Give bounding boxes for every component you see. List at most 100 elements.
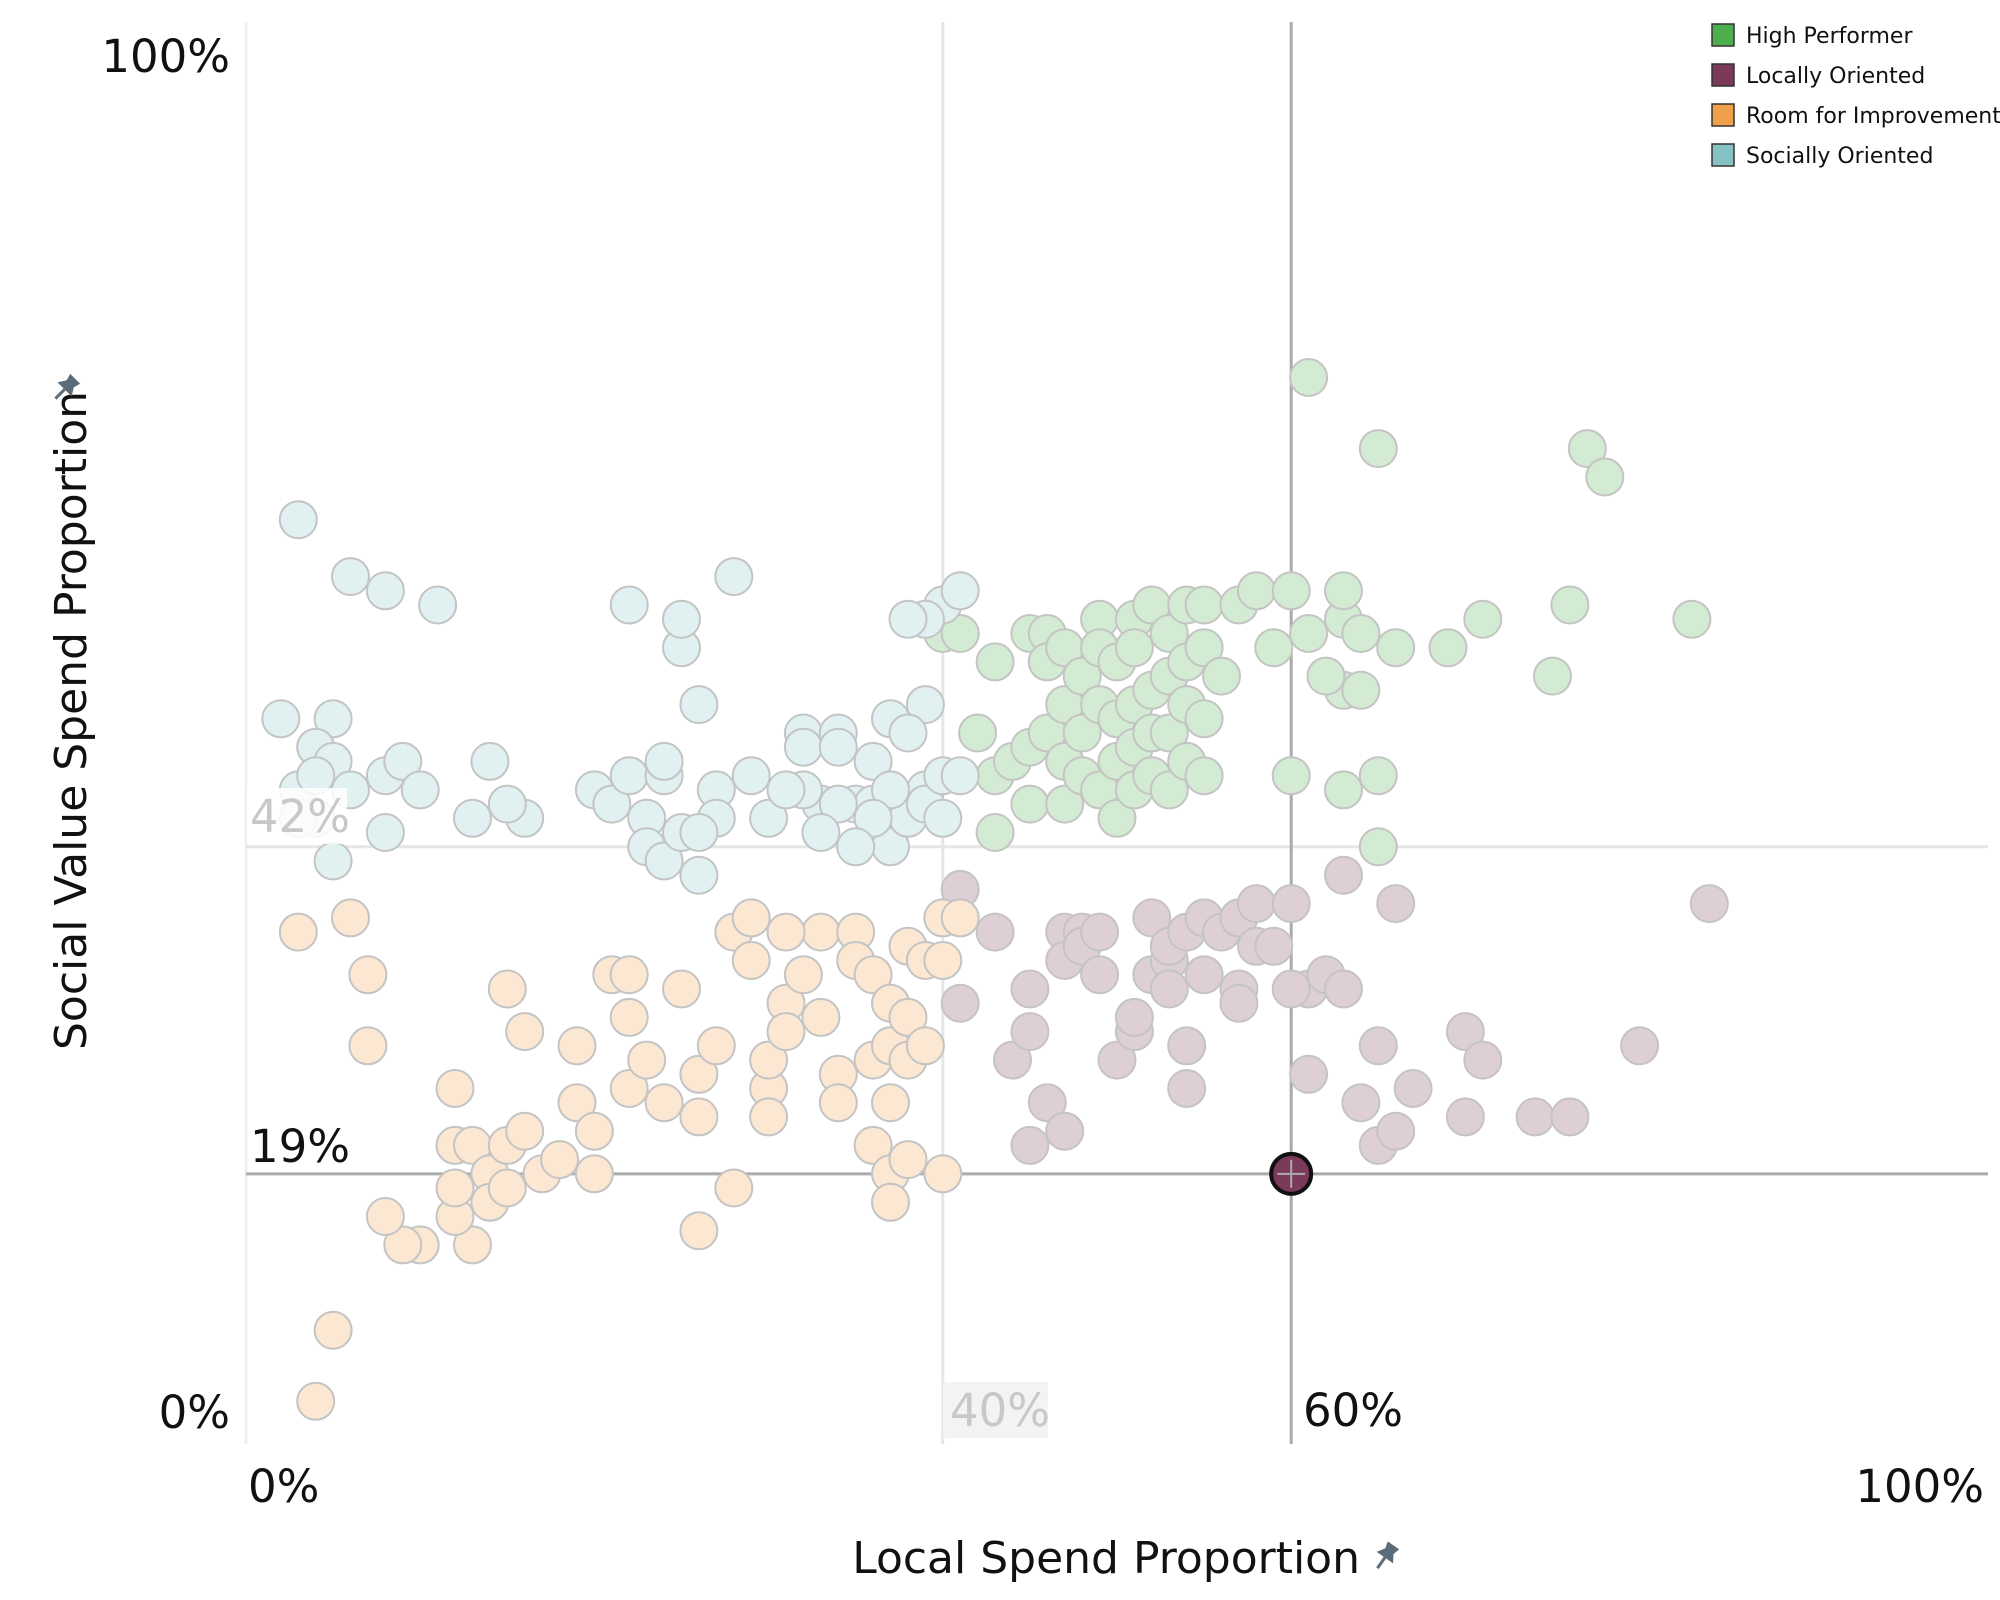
point-high-performer-56[interactable] <box>1289 358 1329 397</box>
point-high-performer-71[interactable] <box>1585 457 1625 497</box>
point-socially-oriented-60[interactable] <box>731 756 771 796</box>
point-high-performer-49[interactable] <box>1202 656 1241 696</box>
point-socially-oriented-26[interactable] <box>679 855 719 895</box>
point-room-for-improvement-66[interactable] <box>383 1225 423 1265</box>
point-high-performer-47[interactable] <box>1184 699 1224 739</box>
point-locally-oriented-54[interactable] <box>1324 855 1363 895</box>
point-locally-oriented-2[interactable] <box>975 912 1015 952</box>
point-socially-oriented-52[interactable] <box>871 770 910 810</box>
point-locally-oriented-4[interactable] <box>1010 969 1050 1009</box>
point-locally-oriented-40[interactable] <box>1376 884 1416 924</box>
point-socially-oriented-59[interactable] <box>679 685 719 725</box>
point-high-performer-39[interactable] <box>1149 713 1189 753</box>
point-socially-oriented-29[interactable] <box>749 798 789 838</box>
point-room-for-improvement-17[interactable] <box>557 1026 597 1066</box>
point-locally-oriented-11[interactable] <box>1080 912 1120 952</box>
point-locally-oriented-24[interactable] <box>1184 955 1224 995</box>
point-room-for-improvement-29[interactable] <box>696 1026 736 1066</box>
point-room-for-improvement-35[interactable] <box>766 1012 806 1052</box>
point-high-performer-55[interactable] <box>1289 614 1329 653</box>
point-room-for-improvement-12[interactable] <box>505 1012 545 1052</box>
point-high-performer-60[interactable] <box>1324 770 1363 810</box>
point-locally-oriented-31[interactable] <box>1254 926 1294 966</box>
point-room-for-improvement-4[interactable] <box>435 1069 475 1108</box>
point-locally-oriented-52[interactable] <box>1271 969 1311 1009</box>
point-socially-oriented-67[interactable] <box>470 741 510 781</box>
point-locally-oriented-53[interactable] <box>1376 1111 1416 1151</box>
point-locally-oriented-45[interactable] <box>1515 1097 1555 1137</box>
point-socially-oriented-70[interactable] <box>418 585 458 625</box>
point-locally-oriented-47[interactable] <box>1620 1026 1660 1066</box>
point-high-performer-5[interactable] <box>975 813 1015 852</box>
point-room-for-improvement-24[interactable] <box>627 1040 667 1080</box>
point-socially-oriented-63[interactable] <box>644 841 684 881</box>
legend-item-room-for-improvement[interactable]: Room for Improvement <box>1711 103 2000 129</box>
point-high-performer-62[interactable] <box>1341 670 1381 710</box>
legend-item-locally-oriented[interactable]: Locally Oriented <box>1711 63 1925 89</box>
point-room-for-improvement-26[interactable] <box>662 969 701 1009</box>
point-high-performer-66[interactable] <box>1376 628 1416 668</box>
point-high-performer-67[interactable] <box>1428 628 1468 668</box>
x-axis-pin-icon[interactable] <box>1369 1540 1401 1574</box>
point-high-performer-73[interactable] <box>1550 585 1590 625</box>
point-socially-oriented-46[interactable] <box>940 756 980 796</box>
point-socially-oriented-51[interactable] <box>888 713 928 753</box>
point-socially-oriented-45[interactable] <box>923 798 963 838</box>
point-room-for-improvement-63[interactable] <box>453 1225 492 1265</box>
point-high-performer-72[interactable] <box>1672 599 1712 639</box>
point-room-for-improvement-68[interactable] <box>313 1310 353 1350</box>
point-room-for-improvement-47[interactable] <box>871 1083 910 1123</box>
point-socially-oriented-34[interactable] <box>818 727 858 767</box>
point-high-performer-45[interactable] <box>1184 585 1224 625</box>
point-locally-oriented-38[interactable] <box>1358 1026 1398 1066</box>
point-room-for-improvement-40[interactable] <box>818 1083 858 1123</box>
point-room-for-improvement-1[interactable] <box>331 898 370 938</box>
point-room-for-improvement-27[interactable] <box>679 1054 719 1094</box>
point-room-for-improvement-11[interactable] <box>487 969 527 1009</box>
point-high-performer-70[interactable] <box>1567 429 1607 469</box>
point-socially-oriented-2[interactable] <box>365 571 405 611</box>
point-socially-oriented-53[interactable] <box>853 798 893 838</box>
point-room-for-improvement-22[interactable] <box>609 955 649 995</box>
point-socially-oriented-68[interactable] <box>662 599 701 639</box>
point-socially-oriented-8[interactable] <box>261 699 301 739</box>
point-socially-oriented-31[interactable] <box>783 727 823 767</box>
point-high-performer-9[interactable] <box>1010 784 1050 824</box>
point-room-for-improvement-56[interactable] <box>853 1125 893 1165</box>
point-locally-oriented-3[interactable] <box>993 1040 1032 1080</box>
point-locally-oriented-50[interactable] <box>1045 1111 1085 1151</box>
point-high-performer-2[interactable] <box>958 713 998 753</box>
point-locally-oriented-43[interactable] <box>1445 1012 1485 1052</box>
y-axis-pin-icon[interactable] <box>48 372 82 406</box>
point-socially-oriented-65[interactable] <box>679 813 719 852</box>
legend-item-high-performer[interactable]: High Performer <box>1711 23 1913 49</box>
point-locally-oriented-12[interactable] <box>1080 955 1120 995</box>
point-socially-oriented-24[interactable] <box>644 741 684 781</box>
point-locally-oriented-46[interactable] <box>1550 1097 1590 1137</box>
point-high-performer-27[interactable] <box>1097 798 1137 838</box>
point-socially-oriented-19[interactable] <box>592 784 632 824</box>
point-locally-oriented-49[interactable] <box>1010 1125 1050 1165</box>
point-locally-oriented-6[interactable] <box>1027 1083 1067 1123</box>
point-socially-oriented-66[interactable] <box>487 784 527 824</box>
point-locally-oriented-51[interactable] <box>1219 983 1259 1023</box>
point-high-performer-54[interactable] <box>1271 756 1311 796</box>
point-high-performer-48[interactable] <box>1184 756 1224 796</box>
point-high-performer-18[interactable] <box>1062 713 1102 753</box>
point-room-for-improvement-18[interactable] <box>574 1154 614 1194</box>
point-room-for-improvement-69[interactable] <box>296 1381 336 1421</box>
point-room-for-improvement-28[interactable] <box>679 1097 719 1137</box>
point-locally-oriented-15[interactable] <box>1114 997 1154 1037</box>
point-room-for-improvement-58[interactable] <box>871 1182 910 1222</box>
point-room-for-improvement-55[interactable] <box>940 898 980 938</box>
point-socially-oriented-54[interactable] <box>836 827 876 867</box>
point-high-performer-63[interactable] <box>1358 429 1398 469</box>
point-socially-oriented-21[interactable] <box>609 756 649 796</box>
point-high-performer-65[interactable] <box>1358 827 1398 867</box>
point-locally-oriented-5[interactable] <box>1010 1012 1050 1052</box>
point-room-for-improvement-21[interactable] <box>609 997 649 1037</box>
point-room-for-improvement-49[interactable] <box>888 997 928 1037</box>
point-socially-oriented-3[interactable] <box>313 699 353 739</box>
point-room-for-improvement-60[interactable] <box>923 1154 963 1194</box>
point-room-for-improvement-73[interactable] <box>749 1097 789 1137</box>
